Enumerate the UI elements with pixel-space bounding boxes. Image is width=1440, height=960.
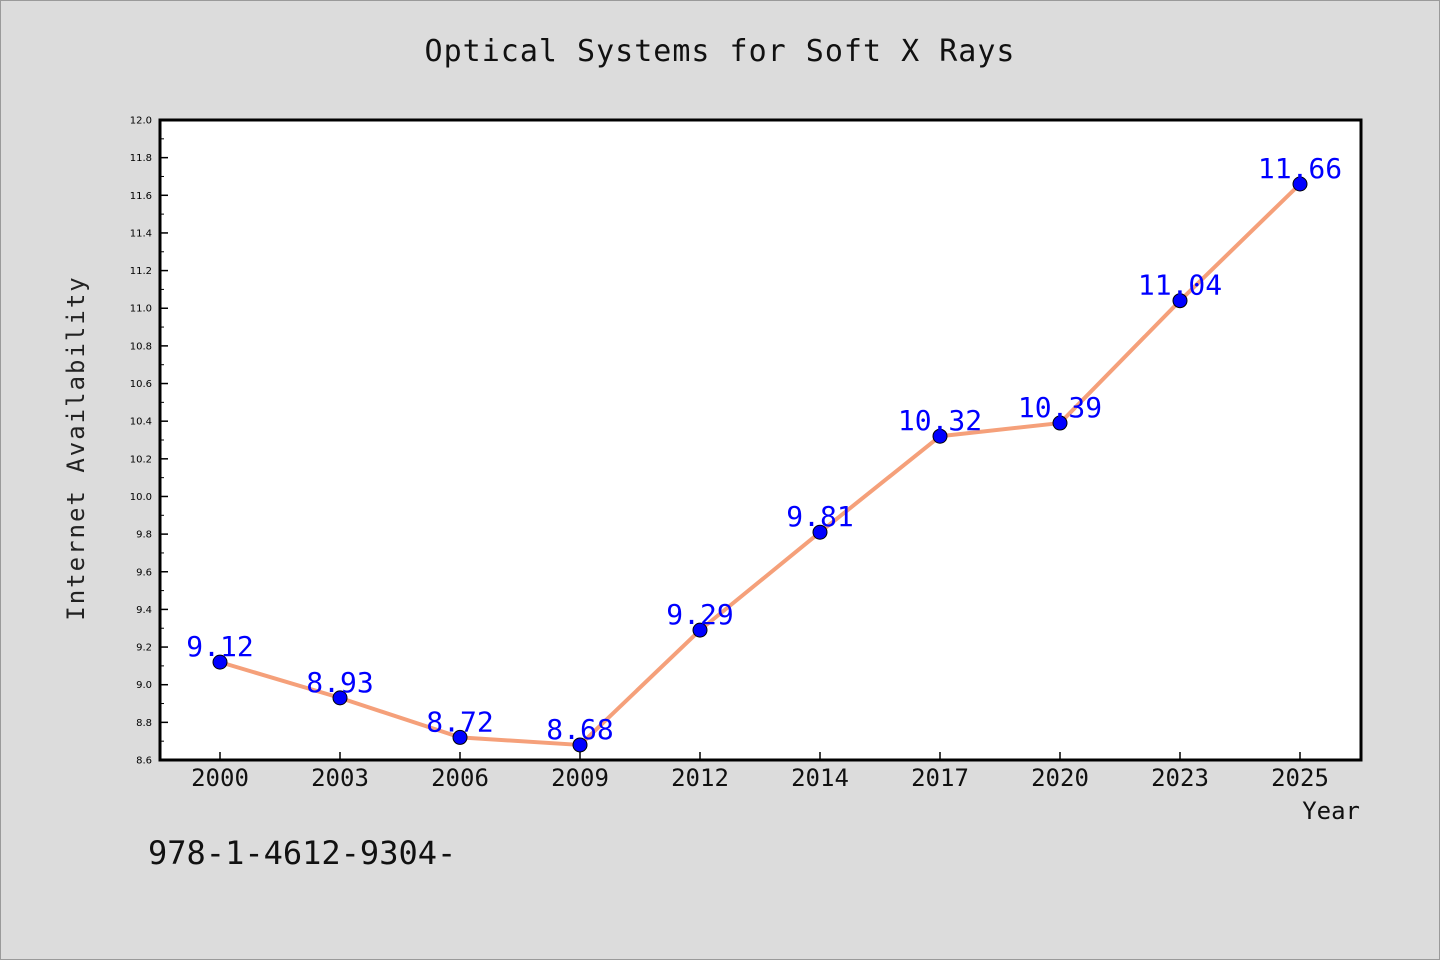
y-tick-label: 9.0 — [136, 680, 152, 691]
y-tick-label: 8.6 — [136, 756, 152, 767]
data-label: 10.32 — [898, 404, 982, 437]
data-label: 8.72 — [426, 705, 493, 738]
x-tick-label: 2017 — [911, 764, 969, 792]
x-tick-label: 2000 — [191, 764, 249, 792]
y-tick-label: 9.4 — [136, 605, 152, 616]
data-label: 9.81 — [786, 500, 853, 533]
data-point — [1172, 293, 1188, 309]
x-tick-label: 2023 — [1151, 764, 1209, 792]
x-tick-label: 2020 — [1031, 764, 1089, 792]
y-tick-label: 9.6 — [136, 567, 152, 578]
data-label: 9.12 — [186, 630, 253, 663]
y-tick-label: 10.6 — [130, 379, 152, 390]
data-point — [932, 428, 948, 444]
y-tick-label: 10.4 — [130, 417, 152, 428]
x-tick-label: 2009 — [551, 764, 609, 792]
data-point — [812, 524, 828, 540]
footer-code: 978-1-4612-9304- — [148, 834, 457, 872]
y-tick-label: 9.2 — [136, 643, 152, 654]
x-tick-label: 2012 — [671, 764, 729, 792]
y-tick-label: 11.0 — [130, 304, 152, 315]
x-tick-label: 2006 — [431, 764, 489, 792]
plot-area — [158, 118, 1363, 762]
x-tick-label: 2014 — [791, 764, 849, 792]
data-point — [212, 654, 228, 670]
y-tick-label: 11.4 — [130, 228, 152, 239]
y-tick-label: 9.8 — [136, 530, 152, 541]
y-tick-label: 8.8 — [136, 718, 152, 729]
x-tick-label: 2003 — [311, 764, 369, 792]
y-tick-label: 10.0 — [130, 492, 152, 503]
data-point — [452, 729, 468, 745]
chart-title: Optical Systems for Soft X Rays — [424, 34, 1016, 69]
y-tick-label: 11.8 — [130, 153, 152, 164]
y-tick-label: 12.0 — [130, 116, 152, 127]
y-tick-label: 11.6 — [130, 191, 152, 202]
x-axis-label: Year — [1302, 797, 1360, 825]
data-label: 8.68 — [546, 713, 613, 746]
series-line — [218, 182, 1302, 747]
data-point — [1292, 176, 1308, 192]
data-point — [1052, 415, 1068, 431]
data-point — [572, 737, 588, 753]
data-label: 11.04 — [1138, 269, 1222, 302]
y-tick-label: 10.8 — [130, 341, 152, 352]
data-label: 8.93 — [306, 666, 373, 699]
x-tick-label: 2025 — [1271, 764, 1329, 792]
data-label: 11.66 — [1258, 152, 1342, 185]
data-label: 9.29 — [666, 598, 733, 631]
y-tick-label: 11.2 — [130, 266, 152, 277]
data-point — [692, 622, 708, 638]
y-tick-label: 10.2 — [130, 454, 152, 465]
data-point — [332, 690, 348, 706]
data-label: 10.39 — [1018, 391, 1102, 424]
